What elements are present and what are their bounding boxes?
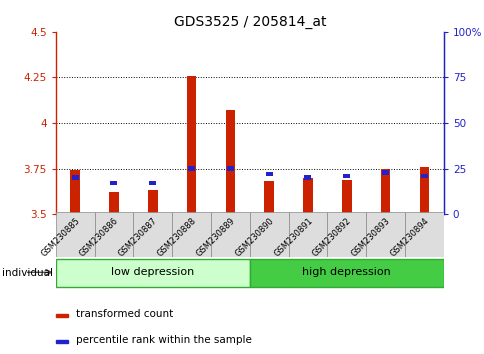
Bar (265, 172, 272, 176)
Bar (56, 212, 94, 257)
Bar (302, 178, 312, 214)
Text: GSM230892: GSM230892 (310, 216, 352, 258)
Bar (404, 212, 443, 257)
Bar (56, 259, 249, 287)
Text: percentile rank within the sample: percentile rank within the sample (76, 335, 251, 345)
Bar (288, 212, 327, 257)
Text: GSM230891: GSM230891 (272, 216, 314, 258)
Text: low depression: low depression (111, 267, 194, 277)
Text: GSM230887: GSM230887 (117, 216, 159, 258)
Bar (380, 169, 390, 214)
Bar (56, 314, 68, 317)
Bar (343, 173, 349, 178)
Bar (264, 181, 273, 214)
Text: GSM230886: GSM230886 (78, 216, 120, 258)
Bar (341, 179, 351, 214)
Bar (365, 212, 404, 257)
Bar (211, 212, 249, 257)
Bar (186, 76, 196, 214)
Bar (304, 176, 311, 180)
Bar (148, 190, 157, 214)
Text: GSM230885: GSM230885 (39, 216, 81, 258)
Bar (109, 192, 119, 214)
Bar (56, 340, 68, 343)
Bar (172, 212, 211, 257)
Bar (225, 110, 235, 214)
Bar (70, 170, 80, 214)
Bar (419, 167, 428, 214)
Text: GSM230893: GSM230893 (349, 216, 391, 258)
Text: transformed count: transformed count (76, 309, 173, 319)
Bar (94, 212, 133, 257)
Bar (110, 181, 117, 185)
Text: GSM230888: GSM230888 (155, 216, 197, 258)
Bar (72, 176, 78, 180)
Text: GSM230890: GSM230890 (233, 216, 275, 258)
Bar (133, 212, 172, 257)
Bar (249, 259, 443, 287)
Text: individual: individual (2, 268, 53, 278)
Bar (381, 170, 388, 175)
Title: GDS3525 / 205814_at: GDS3525 / 205814_at (173, 16, 325, 29)
Bar (420, 173, 427, 178)
Text: GSM230889: GSM230889 (194, 216, 236, 258)
Bar (327, 212, 365, 257)
Bar (188, 166, 195, 171)
Text: high depression: high depression (302, 267, 390, 277)
Bar (149, 181, 156, 185)
Bar (227, 166, 233, 171)
Bar (249, 212, 288, 257)
Text: GSM230894: GSM230894 (388, 216, 430, 258)
